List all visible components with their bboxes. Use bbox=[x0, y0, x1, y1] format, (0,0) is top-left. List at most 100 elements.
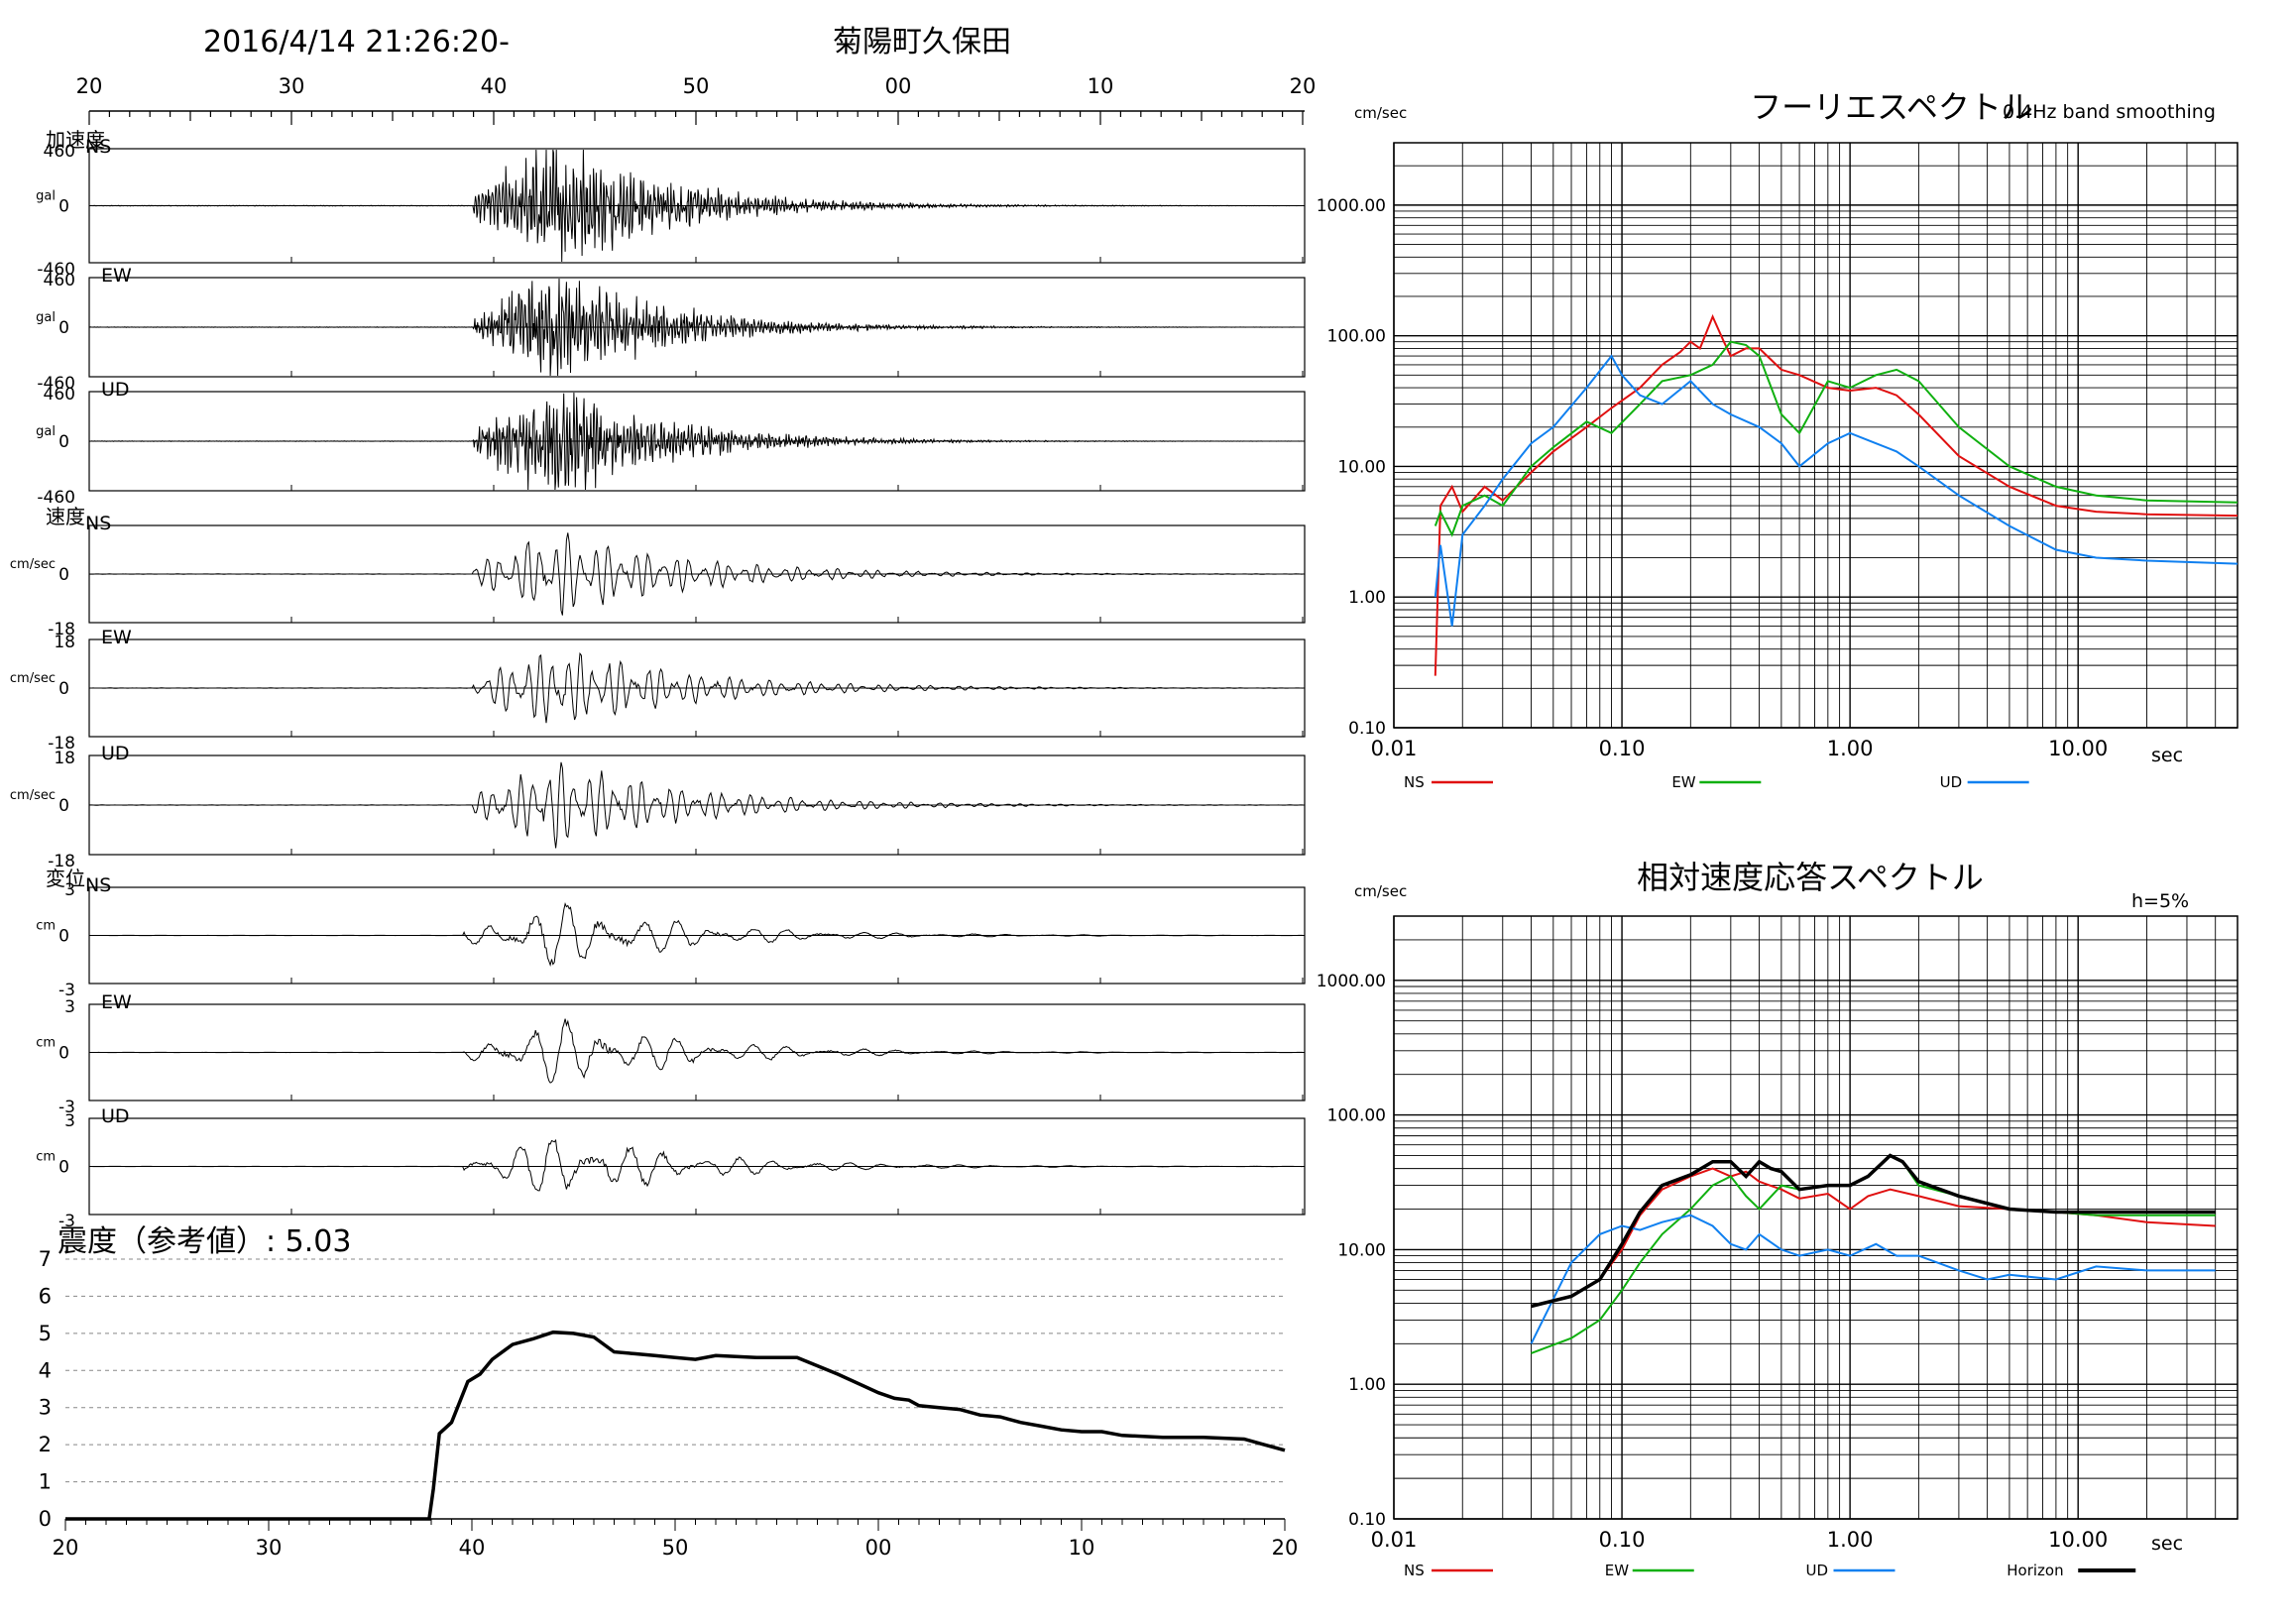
plot-frame bbox=[1393, 142, 2239, 729]
trace-unit: cm/sec bbox=[10, 788, 56, 803]
trace-component-label: NS bbox=[85, 513, 111, 534]
trace-top-value: 3 bbox=[64, 880, 75, 900]
waveform-trace bbox=[89, 761, 1303, 849]
response-y-unit: cm/sec bbox=[1354, 882, 1407, 900]
time-tick-label: 20 bbox=[1290, 74, 1317, 98]
trace-top-value: 18 bbox=[54, 749, 75, 768]
series-line-ud bbox=[1434, 354, 2239, 627]
time-tick-label: 20 bbox=[76, 74, 103, 98]
x-tick-label: 10.00 bbox=[2048, 737, 2108, 760]
legend-label: UD bbox=[1806, 1562, 1829, 1579]
trace-unit: gal bbox=[36, 310, 56, 325]
response-spectrum-panel: 相対速度応答スペクトル h=5% cm/sec sec 0.10 1.00 10.0… bbox=[1317, 859, 2239, 1579]
y-tick-label: 100.00 bbox=[1327, 327, 1386, 347]
waveform-trace bbox=[89, 901, 1303, 968]
waveform-trace bbox=[88, 278, 1303, 377]
trace-bottom-value: -3 bbox=[58, 1212, 75, 1231]
x-tick-label: 0.01 bbox=[1371, 737, 1418, 760]
intensity-x-tick-label: 50 bbox=[662, 1536, 689, 1560]
waveform-trace bbox=[88, 651, 1304, 724]
trace-group-label: 加速度 bbox=[46, 128, 105, 152]
intensity-series-line bbox=[65, 1330, 1286, 1521]
legend-label: EW bbox=[1605, 1562, 1629, 1579]
trace-bottom-value: -18 bbox=[48, 852, 75, 871]
time-tick-label: 40 bbox=[481, 74, 508, 98]
response-title: 相対速度応答スペクトル bbox=[1637, 859, 1984, 896]
trace-unit: gal bbox=[36, 424, 56, 439]
trace-unit: cm/sec bbox=[10, 557, 56, 572]
waveform-trace bbox=[89, 392, 1303, 491]
trace-bottom-value: -460 bbox=[37, 488, 75, 508]
legend-label: NS bbox=[1404, 1562, 1425, 1579]
time-tick-label: 30 bbox=[279, 74, 305, 98]
trace-zero-value: 0 bbox=[58, 197, 69, 217]
trace-top-value: 18 bbox=[54, 633, 75, 652]
response-legend: NS EW UD Horizon bbox=[1404, 1562, 2136, 1579]
response-x-unit: sec bbox=[2151, 1533, 2183, 1555]
trace-bottom-value: -460 bbox=[37, 260, 75, 280]
trace-component-label: EW bbox=[101, 991, 132, 1013]
x-tick-label: 1.00 bbox=[1827, 1528, 1874, 1552]
trace-bottom-value: -18 bbox=[48, 734, 75, 754]
trace-component-label: UD bbox=[101, 743, 130, 764]
trace-component-label: EW bbox=[101, 627, 132, 648]
y-tick-label: 100.00 bbox=[1327, 1106, 1386, 1126]
y-tick-label: 10.00 bbox=[1337, 1240, 1386, 1260]
trace-zero-value: 0 bbox=[58, 927, 69, 947]
trace-zero-value: 0 bbox=[58, 1158, 69, 1178]
trace-bottom-value: -18 bbox=[48, 620, 75, 639]
trace-unit: cm bbox=[36, 1036, 56, 1051]
x-tick-label: 0.01 bbox=[1371, 1528, 1418, 1552]
y-tick-label: 1.00 bbox=[1348, 588, 1386, 608]
series-line-ud bbox=[1530, 1214, 2216, 1344]
intensity-y-tick-label: 7 bbox=[39, 1247, 52, 1271]
trace-panel-dis_ew: EW 3 cm0 -3 bbox=[36, 991, 1306, 1117]
time-tick-label: 00 bbox=[885, 74, 912, 98]
trace-top-value: 460 bbox=[44, 142, 75, 162]
trace-unit: cm/sec bbox=[10, 671, 56, 686]
trace-zero-value: 0 bbox=[58, 565, 69, 585]
trace-component-label: NS bbox=[85, 874, 111, 896]
trace-panel-dis_ud: UD 3 cm0 -3 bbox=[36, 1105, 1306, 1231]
trace-zero-value: 0 bbox=[58, 318, 69, 338]
trace-component-label: UD bbox=[101, 379, 130, 401]
intensity-panel: 震度（参考値）: 5.03 0 1 2 3 4 5 6 7 20 30 40 50 00 10 20 bbox=[39, 1224, 1299, 1560]
intensity-x-tick-label: 00 bbox=[865, 1536, 892, 1560]
y-tick-label: 1000.00 bbox=[1317, 196, 1386, 216]
trace-bottom-value: -460 bbox=[37, 374, 75, 394]
intensity-x-tick-label: 10 bbox=[1069, 1536, 1095, 1560]
trace-component-label: NS bbox=[85, 136, 111, 158]
trace-unit: gal bbox=[36, 189, 56, 204]
intensity-y-tick-label: 6 bbox=[39, 1284, 52, 1308]
time-tick-label: 50 bbox=[683, 74, 710, 98]
fourier-x-unit: sec bbox=[2151, 745, 2183, 766]
trace-top-value: 460 bbox=[44, 271, 75, 290]
trace-panel-dis_ns: 変位 NS 3 cm0 -3 bbox=[36, 867, 1306, 1000]
x-tick-label: 0.10 bbox=[1599, 1528, 1646, 1552]
trace-group-label: 変位 bbox=[46, 867, 85, 890]
trace-top-value: 3 bbox=[64, 997, 75, 1017]
y-tick-label: 1000.00 bbox=[1317, 972, 1386, 991]
trace-zero-value: 0 bbox=[58, 432, 69, 452]
fourier-title: フーリエスペクトル bbox=[1750, 88, 2033, 126]
intensity-y-tick-label: 0 bbox=[39, 1507, 52, 1531]
waveform-trace bbox=[89, 1138, 1303, 1192]
series-line-ew bbox=[1434, 340, 2239, 537]
time-tick-label: 10 bbox=[1088, 74, 1114, 98]
trace-bottom-value: -3 bbox=[58, 1098, 75, 1117]
trace-zero-value: 0 bbox=[58, 796, 69, 816]
intensity-x-tick-label: 30 bbox=[256, 1536, 283, 1560]
waveform-trace bbox=[89, 532, 1303, 616]
trace-bottom-value: -3 bbox=[58, 981, 75, 1000]
x-tick-label: 1.00 bbox=[1827, 737, 1874, 760]
intensity-x-tick-label: 20 bbox=[1272, 1536, 1299, 1560]
legend-label: Horizon bbox=[2007, 1562, 2063, 1579]
